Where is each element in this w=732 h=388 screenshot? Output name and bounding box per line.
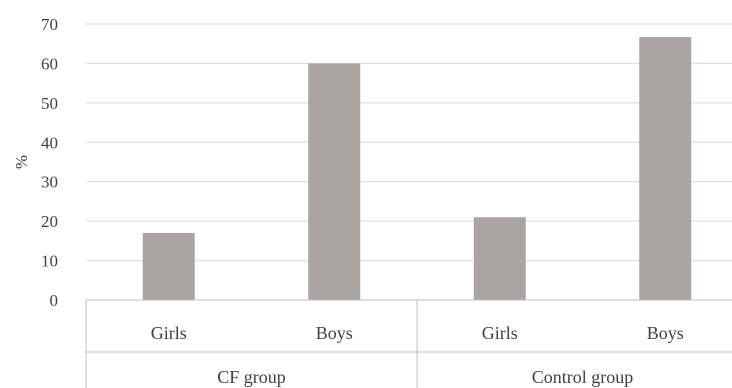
axes	[85, 299, 732, 388]
x-category-label: Boys	[316, 323, 353, 343]
y-tick-label: 20	[41, 212, 58, 231]
y-tick-label: 50	[41, 94, 58, 113]
bar	[142, 232, 195, 300]
labels: 0 10 20 30 40 50 60 70 Girls Boys CF group Girls Boy…	[41, 15, 684, 387]
bars	[142, 37, 692, 301]
y-tick-label: 0	[50, 291, 59, 310]
x-category-label: Girls	[482, 323, 518, 343]
y-tick-label: 60	[41, 54, 58, 73]
bar	[473, 217, 526, 300]
y-tick-label: 40	[41, 133, 58, 152]
y-tick-label: 10	[41, 252, 58, 271]
x-group-label: Control group	[532, 367, 634, 387]
x-category-label: Girls	[151, 323, 187, 343]
x-group-label: CF group	[217, 367, 286, 387]
y-tick-label: 70	[41, 15, 58, 34]
y-tick-label: 30	[41, 173, 58, 192]
bar	[308, 63, 361, 300]
y-axis-title: %	[12, 155, 31, 169]
bar	[639, 37, 692, 301]
gridlines	[86, 23, 732, 262]
x-category-label: Boys	[647, 323, 684, 343]
